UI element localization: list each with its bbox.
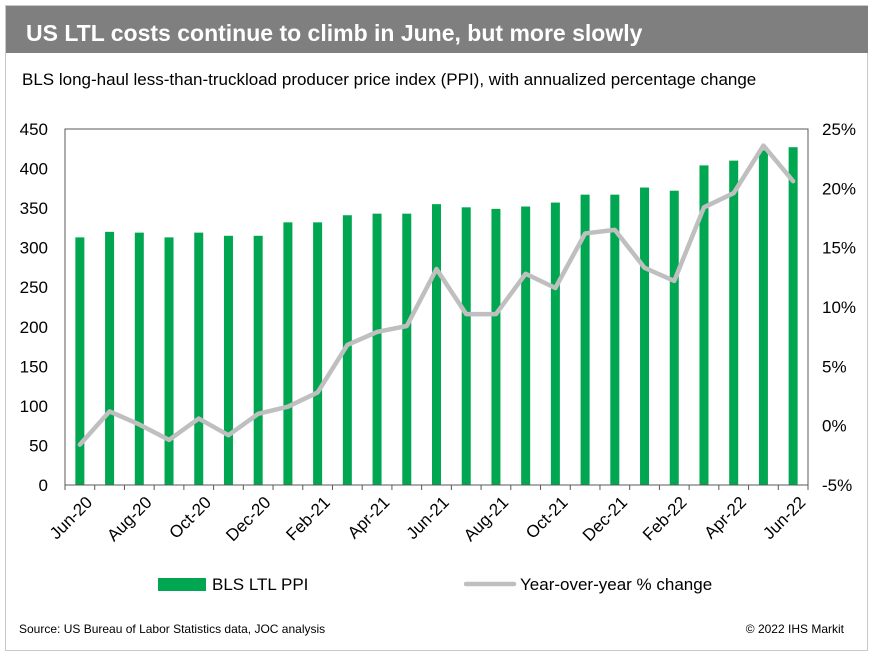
left-axis-tick-label: 100 bbox=[20, 397, 48, 416]
bar bbox=[223, 235, 233, 485]
legend-label-line: Year-over-year % change bbox=[520, 575, 712, 594]
bar bbox=[164, 237, 174, 485]
bar bbox=[134, 232, 144, 485]
bar bbox=[580, 194, 590, 485]
x-tick-label: Aug-21 bbox=[460, 493, 512, 545]
bar bbox=[313, 222, 323, 485]
legend-label-bar: BLS LTL PPI bbox=[212, 575, 308, 594]
left-axis-tick-label: 400 bbox=[20, 160, 48, 179]
chart-title: US LTL costs continue to climb in June, … bbox=[26, 20, 643, 46]
left-axis-tick-label: 150 bbox=[20, 357, 48, 376]
x-tick-label: Dec-21 bbox=[579, 493, 631, 545]
right-axis-tick-label: 20% bbox=[822, 179, 856, 198]
x-tick-label: Apr-22 bbox=[700, 493, 750, 543]
bar bbox=[461, 207, 471, 485]
bar bbox=[788, 147, 798, 485]
left-axis-tick-label: 0 bbox=[39, 476, 48, 495]
x-tick-label: Apr-21 bbox=[344, 493, 394, 543]
source-note: Source: US Bureau of Labor Statistics da… bbox=[19, 622, 326, 636]
chart-subtitle: BLS long-haul less-than-truckload produc… bbox=[22, 70, 757, 89]
plot-area-border bbox=[64, 128, 809, 486]
right-axis-tick-label: 10% bbox=[822, 298, 856, 317]
copyright-note: © 2022 IHS Markit bbox=[745, 622, 844, 636]
x-tick-label: Jun-21 bbox=[403, 493, 453, 543]
bar bbox=[610, 194, 620, 485]
right-axis-tick-label: 0% bbox=[822, 417, 847, 436]
title-banner: US LTL costs continue to climb in June, … bbox=[6, 6, 868, 53]
bar bbox=[758, 150, 768, 486]
bar bbox=[521, 206, 531, 485]
bar bbox=[75, 237, 85, 485]
bar bbox=[342, 215, 352, 486]
right-axis-tick-label: 5% bbox=[822, 357, 847, 376]
bar bbox=[105, 231, 115, 485]
x-tick-label: Feb-22 bbox=[639, 493, 691, 545]
bar bbox=[432, 204, 441, 485]
x-tick-label: Oct-20 bbox=[166, 493, 216, 543]
bar bbox=[283, 222, 293, 485]
x-tick-label: Dec-20 bbox=[222, 493, 274, 545]
right-axis-tick-label: 15% bbox=[822, 239, 856, 258]
left-axis-tick-label: 250 bbox=[20, 278, 48, 297]
bar bbox=[699, 165, 709, 485]
left-axis-tick-label: 50 bbox=[29, 436, 48, 455]
bar bbox=[194, 232, 204, 485]
right-axis-tick-label: 25% bbox=[822, 120, 856, 139]
left-axis-tick-label: 200 bbox=[20, 318, 48, 337]
left-axis-tick-label: 450 bbox=[20, 120, 48, 139]
bar bbox=[729, 160, 739, 485]
left-axis-tick-label: 300 bbox=[20, 239, 48, 258]
bar bbox=[491, 208, 501, 485]
x-tick-label: Oct-21 bbox=[522, 493, 572, 543]
bar bbox=[669, 190, 679, 485]
bar bbox=[253, 235, 263, 485]
yoy-line bbox=[77, 143, 796, 447]
right-axis-tick-label: -5% bbox=[822, 476, 852, 495]
x-tick-label: Jun-22 bbox=[759, 493, 809, 543]
x-tick-label: Feb-21 bbox=[282, 493, 334, 545]
x-tick-label: Aug-20 bbox=[103, 493, 155, 545]
bar bbox=[402, 213, 412, 485]
legend-swatch-bar bbox=[158, 578, 206, 591]
bar bbox=[550, 202, 560, 485]
bar bbox=[372, 213, 382, 485]
bar bbox=[640, 187, 650, 486]
x-tick-label: Jun-20 bbox=[46, 493, 96, 543]
left-axis-tick-label: 350 bbox=[20, 199, 48, 218]
